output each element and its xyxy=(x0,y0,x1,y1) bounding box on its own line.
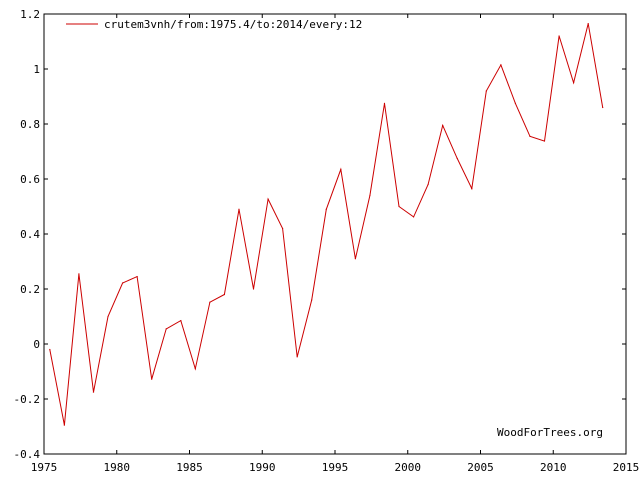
legend-label: crutem3vnh/from:1975.4/to:2014/every:12 xyxy=(104,18,362,31)
y-tick-label: 1.2 xyxy=(20,8,40,21)
x-tick-label: 2015 xyxy=(613,461,640,474)
data-point xyxy=(500,64,502,66)
data-point xyxy=(165,328,167,330)
data-point xyxy=(543,140,546,142)
data-point xyxy=(209,301,211,303)
x-axis: 1975 1980 1985 1990 1995 2000 2005 2010 2015 xyxy=(31,14,640,474)
data-point xyxy=(92,391,95,393)
data-point xyxy=(151,378,153,380)
y-tick-label: 0.2 xyxy=(20,283,40,296)
legend: crutem3vnh/from:1975.4/to:2014/every:12 xyxy=(66,18,362,31)
data-point xyxy=(296,356,298,358)
y-tick-label: -0.2 xyxy=(14,393,41,406)
x-tick-label: 1975 xyxy=(31,461,58,474)
data-point xyxy=(529,135,531,137)
x-tick-label: 2000 xyxy=(395,461,422,474)
data-point xyxy=(121,282,124,284)
x-tick-label: 1995 xyxy=(322,461,349,474)
data-point xyxy=(282,227,284,230)
plot-frame xyxy=(43,13,627,455)
data-point xyxy=(514,102,517,104)
data-point xyxy=(485,90,487,92)
data-point xyxy=(311,299,313,301)
data-point xyxy=(136,276,138,278)
data-point xyxy=(354,258,356,260)
data-point xyxy=(49,348,51,351)
data-point xyxy=(107,315,109,318)
y-tick-label: -0.4 xyxy=(14,448,41,461)
y-tick-label: 0.6 xyxy=(20,173,40,186)
data-point xyxy=(412,216,415,218)
data-point xyxy=(602,106,604,109)
series-line xyxy=(49,23,604,426)
x-tick-label: 1985 xyxy=(176,461,203,474)
x-tick-label: 1990 xyxy=(249,461,276,474)
data-point xyxy=(340,168,342,170)
data-point xyxy=(325,208,327,210)
data-point xyxy=(238,208,240,210)
x-tick-label: 2010 xyxy=(540,461,567,474)
data-point xyxy=(427,183,429,186)
y-tick-label: 0 xyxy=(33,338,40,351)
y-axis: -0.4 -0.2 0 0.2 0.4 0.6 0.8 1 1.2 xyxy=(14,8,626,461)
data-point xyxy=(78,273,80,275)
data-point xyxy=(194,368,196,370)
data-point xyxy=(63,424,65,426)
y-tick-label: 0.8 xyxy=(20,118,40,131)
data-point xyxy=(267,198,269,200)
series-layer xyxy=(49,23,604,426)
data-point xyxy=(471,188,473,190)
credit-watermark: WoodForTrees.org xyxy=(497,426,603,439)
data-point xyxy=(383,102,386,104)
data-point xyxy=(573,82,575,84)
data-point xyxy=(587,23,589,25)
x-tick-label: 2005 xyxy=(467,461,494,474)
y-tick-label: 1 xyxy=(33,63,40,76)
data-point xyxy=(398,205,400,208)
x-tick-label: 1980 xyxy=(104,461,131,474)
data-point xyxy=(456,157,458,159)
data-point xyxy=(442,124,444,126)
data-point xyxy=(252,288,255,290)
data-point xyxy=(558,35,560,37)
y-tick-label: 0.4 xyxy=(20,228,40,241)
data-point xyxy=(180,320,182,322)
data-point xyxy=(223,293,226,296)
data-point xyxy=(369,194,371,197)
